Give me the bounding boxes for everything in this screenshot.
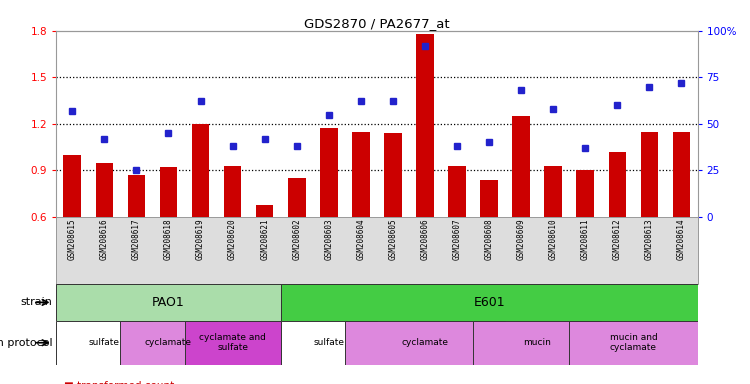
Text: strain: strain (20, 297, 53, 308)
Bar (120, 321, 217, 365)
Bar (280, 321, 376, 365)
Bar (448, 166, 466, 217)
Text: PAO1: PAO1 (152, 296, 184, 309)
Bar (160, 167, 177, 217)
Bar (56, 321, 152, 365)
Bar (288, 178, 305, 217)
Text: mucin: mucin (524, 338, 551, 347)
Bar (473, 321, 602, 365)
Text: cyclamate: cyclamate (401, 338, 448, 347)
Bar (577, 170, 594, 217)
Bar (256, 205, 274, 217)
Bar (608, 152, 626, 217)
Text: E601: E601 (473, 296, 505, 309)
Text: mucin and
cyclamate: mucin and cyclamate (610, 333, 657, 353)
Bar (56, 284, 280, 321)
Bar (352, 132, 370, 217)
Bar (512, 116, 530, 217)
Bar (224, 166, 242, 217)
Title: GDS2870 / PA2677_at: GDS2870 / PA2677_at (304, 17, 450, 30)
Text: cyclamate and
sulfate: cyclamate and sulfate (200, 333, 266, 353)
Bar (320, 129, 338, 217)
Bar (128, 175, 146, 217)
Text: sulfate: sulfate (314, 338, 344, 347)
Bar (192, 124, 209, 217)
Bar (673, 132, 690, 217)
Text: sulfate: sulfate (88, 338, 120, 347)
Bar (95, 163, 113, 217)
Bar (384, 133, 402, 217)
Bar (64, 155, 81, 217)
Bar (280, 284, 698, 321)
Bar (184, 321, 280, 365)
Bar (345, 321, 506, 365)
Bar (416, 34, 434, 217)
Bar (480, 180, 498, 217)
Bar (569, 321, 698, 365)
Text: cyclamate: cyclamate (145, 338, 192, 347)
Bar (640, 132, 658, 217)
Bar (544, 166, 562, 217)
Text: growth protocol: growth protocol (0, 338, 53, 348)
Text: ■ transformed count: ■ transformed count (64, 381, 174, 384)
